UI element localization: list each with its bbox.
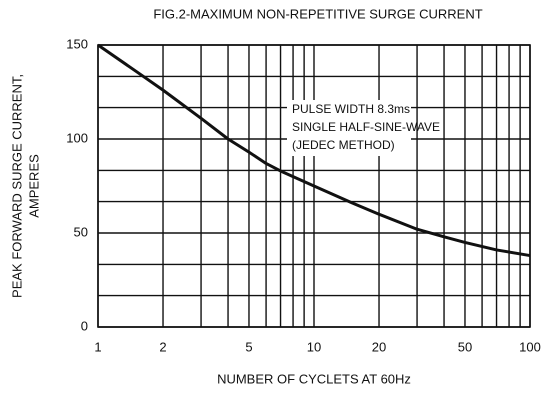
x-axis-label: NUMBER OF CYCLETS AT 60Hz [217, 371, 411, 386]
x-tick-label: 20 [372, 339, 386, 354]
plot-frame [97, 44, 531, 328]
y-tick-label: 150 [66, 36, 88, 51]
y-tick-label: 0 [81, 318, 88, 333]
chart-title: FIG.2-MAXIMUM NON-REPETITIVE SURGE CURRE… [153, 6, 482, 21]
x-tick-label: 10 [307, 339, 321, 354]
x-tick-label: 1 [94, 339, 101, 354]
x-tick-label: 2 [159, 339, 166, 354]
y-axis-label: AMPERES [26, 154, 41, 218]
annotation-box [287, 100, 411, 156]
x-tick-label: 5 [245, 339, 252, 354]
y-tick-label: 50 [74, 224, 88, 239]
x-tick-label: 100 [519, 339, 541, 354]
y-tick-label: 100 [66, 130, 88, 145]
annotation: PULSE WIDTH 8.3ms [292, 102, 410, 116]
annotation: SINGLE HALF-SINE-WAVE [292, 120, 440, 134]
x-tick-label: 50 [458, 339, 472, 354]
y-axis-label: PEAK FORWARD SURGE CURRENT, [9, 74, 24, 298]
data-line [97, 43, 531, 258]
annotation: (JEDEC METHOD) [292, 138, 395, 152]
